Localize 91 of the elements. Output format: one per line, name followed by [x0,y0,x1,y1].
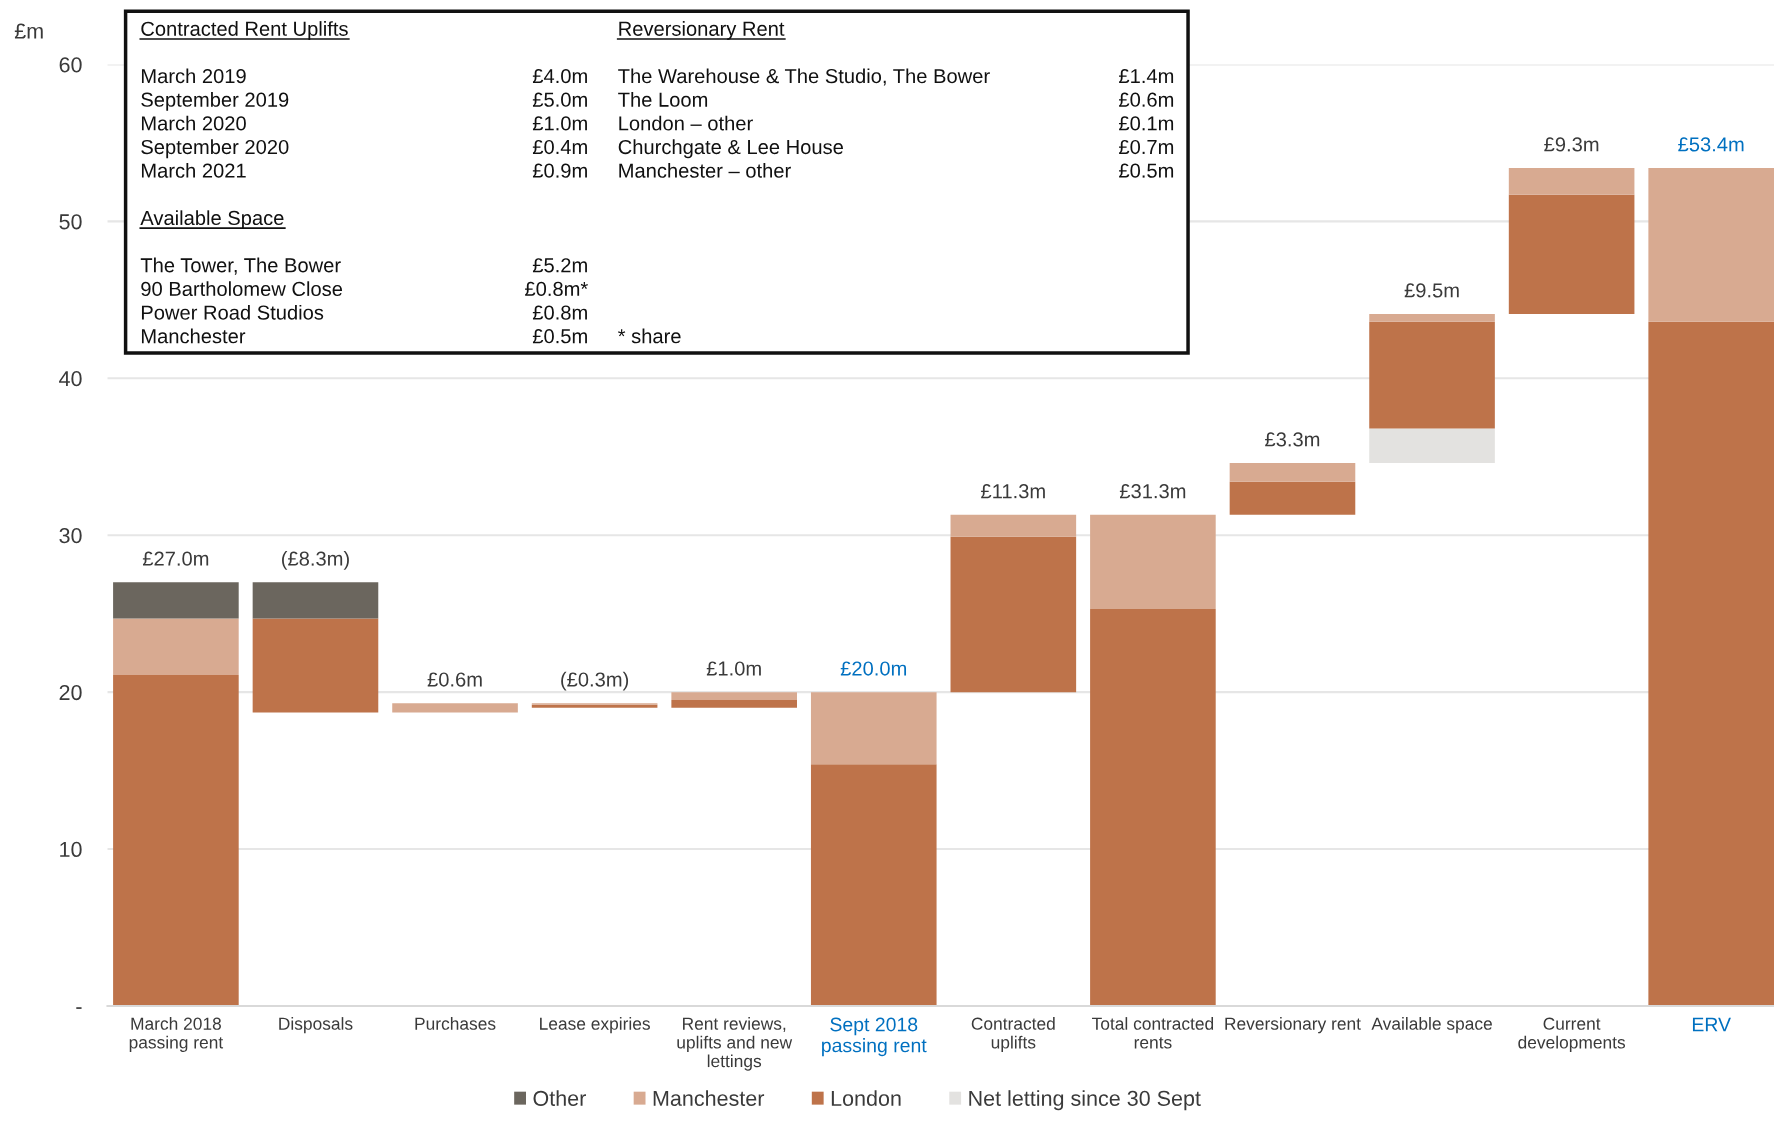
annotation: £0.8m* [525,281,588,297]
x-tick-label: Total contracted rents [1092,1017,1214,1049]
legend-label: London [831,1090,901,1106]
legend-label: Other [533,1090,586,1106]
annotation: £0.1m [1118,116,1174,131]
legend-label: Manchester [653,1090,765,1106]
x-tick-label: Disposals [279,1017,353,1034]
bar [1369,313,1495,322]
annotation: £1.0m [532,116,587,131]
bar [1508,168,1635,195]
y-tick-label: 60 [59,57,82,73]
annotation: London – other [619,115,753,131]
annotation: £1.0m [706,661,761,676]
annotation: £0.5m [532,329,587,344]
legend-label: Net letting since 30 Sept [969,1090,1201,1111]
bar [810,692,937,765]
bar [950,536,1077,693]
y-tick-label: 30 [59,527,82,544]
annotation: £5.0m [532,92,587,107]
bar [671,692,797,700]
text: Reversionary Rent [619,21,785,40]
x-tick-label: Current developments [1518,1017,1626,1052]
x-tick-label: Purchases [415,1017,496,1030]
annotation: £0.6m [1118,92,1174,107]
annotation: March 2019 [141,68,246,84]
annotation: £53.4m [1678,137,1744,152]
annotation: Manchester – other [619,163,791,178]
y-axis-title: £m [14,23,43,39]
annotation: March 2020 [141,115,246,131]
annotation: (£0.3m) [561,671,629,691]
annotation: The Tower, The Bower [140,257,341,275]
bar [1229,481,1356,515]
annotation: * share [618,328,681,344]
annotation: Manchester [141,328,246,344]
y-tick-label: 50 [59,214,82,230]
x-tick-label: Contracted uplifts [971,1017,1055,1052]
annotation: The Loom [618,92,708,107]
bar [950,514,1077,537]
x-tick-label: Available space [1371,1017,1492,1034]
annotation: Power Road Studios [141,304,324,320]
y-tick-label: 20 [59,684,82,701]
annotation: £5.2m [532,258,587,273]
x-tick-label: Lease expiries [540,1017,650,1034]
bar [1369,428,1495,464]
y-tick-label: - [76,1007,82,1009]
annotation: Churchgate & Lee House [618,139,843,159]
bar [113,618,239,675]
x-tick-label: March 2018 passing rent [129,1017,224,1052]
bar [113,582,239,619]
y-tick-label: 40 [59,371,82,387]
annotation: £0.8m [532,305,587,320]
annotation: (£8.3m) [282,551,349,570]
bar [113,674,239,1006]
bar [1369,321,1495,429]
x-tick-label: Sept 2018 passing rent [822,1017,927,1057]
annotation: Available Space [140,210,284,230]
bar [1229,463,1356,482]
bar [252,618,379,713]
annotation: £3.3m [1265,432,1320,447]
annotation: £0.9m [532,163,587,178]
annotation: The Warehouse & The Studio, The Bower [618,68,990,86]
annotation: £20.0m [840,661,907,676]
bar [810,764,937,1006]
annotation: 90 Bartholomew Close [141,281,343,297]
bar [392,703,518,713]
annotation: September 2020 [141,139,289,159]
bar [1648,168,1774,322]
bar [1090,608,1216,1006]
annotation: September 2019 [141,92,289,111]
text: Contracted Rent Uplifts [141,21,348,40]
x-tick-label: Rent reviews, uplifts and new lettings [677,1017,793,1071]
annotation: £27.0m [142,551,209,566]
bar [1648,321,1774,1006]
annotation: £0.4m [532,139,587,155]
annotation: £11.3m [981,484,1045,499]
x-tick-label: Reversionary rent [1225,1017,1361,1034]
annotation: £31.3m [1119,484,1186,499]
annotation: £0.7m [1118,139,1174,155]
annotation: £9.3m [1544,137,1599,152]
bar [252,582,379,619]
x-tick-label: ERV [1692,1017,1731,1032]
annotation: £0.6m [427,672,482,687]
bar [671,699,797,708]
annotation: £0.5m [1118,163,1174,178]
annotation: March 2021 [141,163,246,178]
bar [1508,194,1635,314]
annotation: £9.5m [1404,283,1459,298]
annotation: £4.0m [532,68,587,84]
annotation: £1.4m [1118,68,1174,84]
y-tick-label: 10 [60,841,82,858]
bar [1090,514,1216,609]
